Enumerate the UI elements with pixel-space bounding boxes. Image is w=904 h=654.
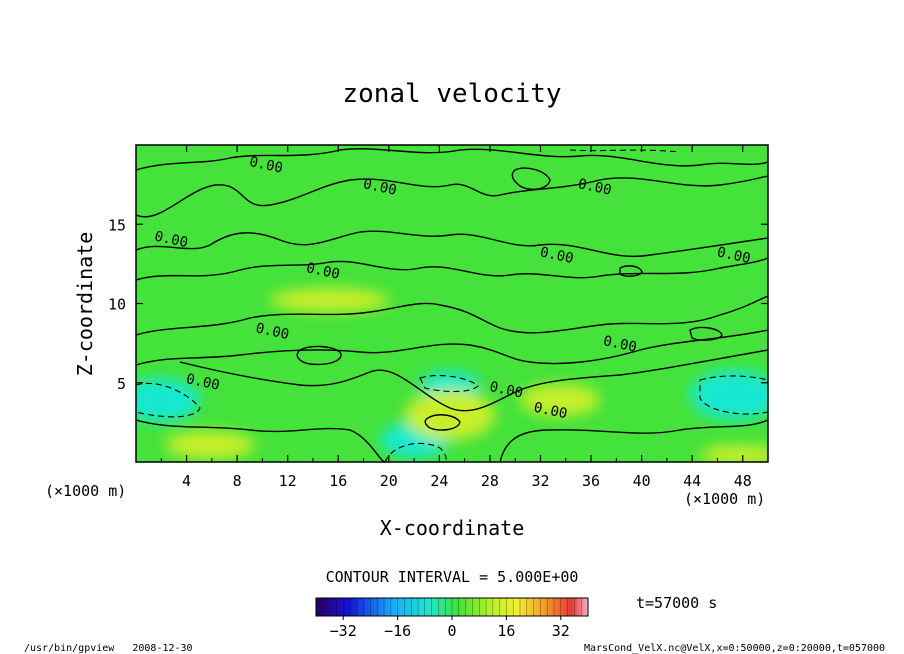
x-tick-label: 20 [380, 472, 398, 490]
contour-line [136, 230, 768, 257]
x-tick-label: 12 [279, 472, 297, 490]
field-negative-patch [690, 370, 768, 420]
contour-line [136, 257, 768, 281]
contour-line [424, 414, 461, 431]
contour-line [136, 175, 768, 218]
x-tick-label: 36 [582, 472, 600, 490]
contour-line [511, 167, 551, 191]
y-tick-label: 15 [108, 216, 126, 234]
y-axis-ticks: 5 10 15 [108, 216, 768, 393]
contour-label: 0.00 [577, 176, 613, 199]
contour-line [499, 419, 768, 462]
contour-line-negative [419, 375, 479, 393]
x-tick-label: 48 [734, 472, 752, 490]
contour-label: 0.00 [362, 176, 398, 199]
contour-interval: CONTOUR INTERVAL = 5.000E+00 [326, 568, 579, 586]
x-axis-ticks: 4 8 12 16 20 24 28 32 36 40 44 48 [160, 145, 752, 490]
contour-line [136, 419, 386, 462]
colorbar-tick-label: −32 [330, 622, 357, 640]
contour-label: 0.00 [532, 400, 568, 423]
field-negative-patch [136, 378, 200, 422]
x-unit-right: (×1000 m) [684, 490, 765, 508]
contour-line [136, 148, 768, 171]
field-positive-patch [270, 288, 390, 312]
x-tick-label: 4 [182, 472, 191, 490]
contour-label: 0.00 [539, 244, 575, 267]
plot-area [136, 145, 768, 462]
field-positive-patch [520, 384, 600, 416]
chart-title: zonal velocity [342, 79, 561, 109]
footer-left: /usr/bin/gpview 2008-12-30 [24, 643, 193, 654]
contour-lines [136, 148, 768, 462]
contour-line [136, 329, 768, 366]
contour-line [619, 265, 643, 277]
y-tick-label: 5 [117, 375, 126, 393]
x-tick-label: 8 [233, 472, 242, 490]
contour-label: 0.00 [248, 154, 284, 177]
contour-label: 0.00 [602, 333, 638, 356]
contour-label: 0.00 [305, 260, 341, 283]
x-tick-label: 16 [329, 472, 347, 490]
contour-line-negative [384, 442, 447, 462]
colorbar-tick-label: 32 [552, 622, 570, 640]
contour-line-negative [699, 375, 768, 415]
x-tick-label: 24 [430, 472, 448, 490]
contour-line-negative [569, 149, 681, 153]
field-positive-patch [405, 390, 495, 440]
contour-line [689, 326, 723, 341]
x-unit-left: (×1000 m) [45, 482, 126, 500]
field-positive-patch [700, 445, 768, 462]
contour-line [296, 345, 342, 366]
colorbar-tick-label: 16 [497, 622, 515, 640]
y-axis-label: Z-coordinate [73, 232, 97, 377]
x-tick-label: 28 [481, 472, 499, 490]
y-tick-label: 10 [108, 296, 126, 314]
x-tick-label: 44 [683, 472, 701, 490]
x-tick-label: 40 [633, 472, 651, 490]
contour-labels: 0.00 0.00 0.00 0.00 0.00 0.00 0.00 0.00 0.00 0.00… [153, 154, 752, 422]
contour-label: 0.00 [153, 228, 189, 251]
contour-label: 0.00 [254, 320, 290, 343]
footer-right: MarsCond_VelX.nc@VelX,x=0:50000,z=0:2000… [584, 643, 885, 654]
colorbar-ticks: −32 −16 0 16 32 [330, 616, 570, 640]
field-patches [136, 288, 768, 462]
colorbar-divisions [322, 598, 582, 616]
contour-label: 0.00 [488, 379, 524, 402]
contour-line [136, 295, 768, 336]
contour-line [179, 349, 768, 412]
contour-label: 0.00 [716, 244, 752, 267]
x-axis-label: X-coordinate [380, 516, 525, 540]
contour-line-negative [136, 382, 201, 418]
colorbar-tick-label: −16 [384, 622, 411, 640]
negative-contours [136, 149, 768, 462]
time-label: t=57000 s [636, 594, 717, 612]
colorbar-tick-label: 0 [447, 622, 456, 640]
field-positive-patch [165, 431, 255, 459]
x-tick-label: 32 [531, 472, 549, 490]
contour-label: 0.00 [185, 371, 221, 394]
